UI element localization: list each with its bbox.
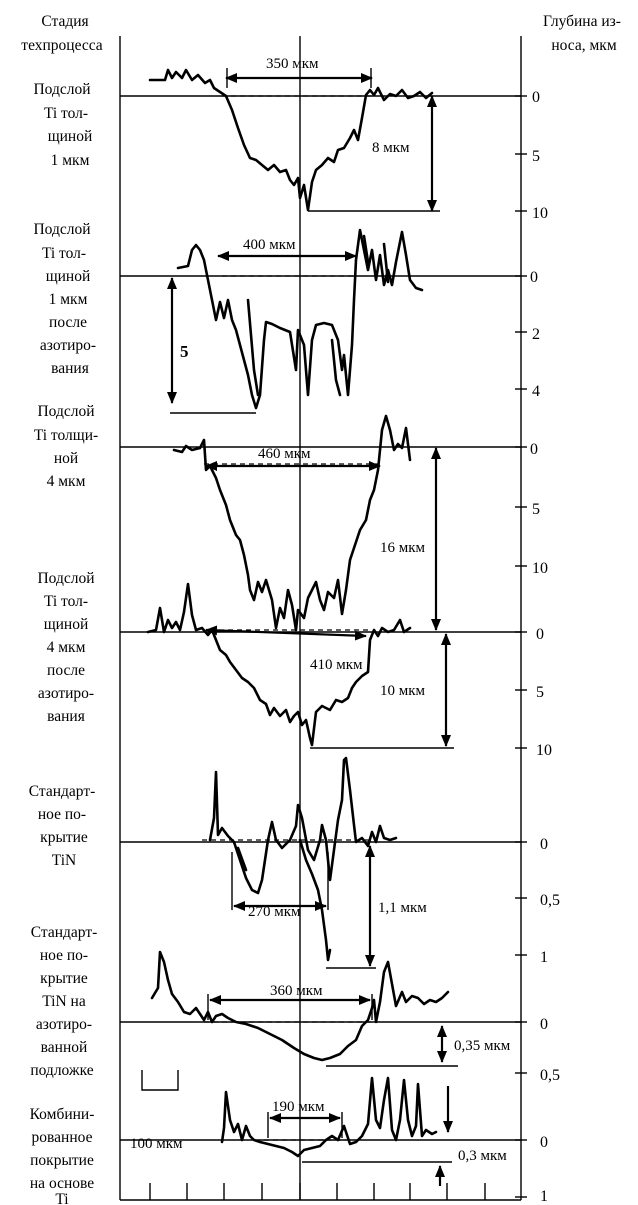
svg-text:крытие: крытие — [40, 970, 88, 987]
bottom-ticks — [149, 1183, 486, 1200]
stage-7-depth-label: 0,3 мкм — [458, 1148, 507, 1164]
stage-4-profile — [120, 582, 521, 749]
svg-text:на основе: на основе — [30, 1175, 94, 1192]
scale-bar — [141, 1070, 179, 1091]
svg-text:азотиро-: азотиро- — [40, 337, 96, 354]
svg-text:1 мкм: 1 мкм — [49, 291, 88, 308]
svg-text:4 мкм: 4 мкм — [47, 639, 86, 656]
svg-text:Ti тол-: Ti тол- — [42, 245, 86, 262]
stage-2-depth-label: 5 — [180, 342, 189, 361]
scale-bar-label: 100 мкм — [130, 1136, 183, 1152]
depth-tick-label: 10 — [532, 560, 548, 577]
svg-text:ной: ной — [54, 450, 78, 467]
left-header-line1: Стадия — [41, 13, 88, 30]
stage-6-label: Стандарт- ное по- крытие TiN на азотиро-… — [30, 924, 97, 1079]
right-header-line1: Глубина из- — [543, 13, 621, 30]
stage-5-width-label: 270 мкм — [248, 904, 301, 920]
stage-1-profile — [120, 68, 521, 212]
svg-text:покрытие: покрытие — [30, 1152, 94, 1169]
stage-5-profile — [120, 756, 521, 969]
svg-text:Комбини-: Комбини- — [30, 1106, 95, 1123]
svg-text:TiN: TiN — [52, 852, 76, 869]
svg-text:крытие: крытие — [40, 829, 88, 846]
depth-tick-label: 5 — [532, 148, 540, 165]
depth-tick-label: 0 — [540, 836, 548, 853]
stage-1-label: Подслой Ti тол- щиной 1 мкм — [33, 81, 92, 169]
depth-tick-label: 0 — [536, 626, 544, 643]
depth-tick-label: 5 — [532, 501, 540, 518]
svg-text:TiN на: TiN на — [42, 993, 86, 1010]
stage-3-depth-label: 16 мкм — [380, 540, 426, 556]
svg-text:Подслой: Подслой — [33, 81, 90, 98]
svg-text:Ti тол-: Ti тол- — [44, 105, 88, 122]
stage-5-depth-label: 1,1 мкм — [378, 900, 427, 916]
depth-tick-label: 5 — [536, 684, 544, 701]
stage-5-label: Стандарт- ное по- крытие TiN — [29, 783, 96, 869]
svg-text:Стандарт-: Стандарт- — [29, 783, 96, 800]
depth-tick-label: 0,5 — [540, 892, 560, 909]
svg-text:ное по-: ное по- — [38, 806, 86, 823]
depth-tick-label: 2 — [532, 326, 540, 343]
stage-1-width-label: 350 мкм — [266, 56, 319, 72]
svg-text:Подслой: Подслой — [33, 221, 90, 238]
stage-3-width-label: 460 мкм — [258, 446, 311, 462]
svg-text:вания: вания — [47, 708, 85, 725]
svg-text:4 мкм: 4 мкм — [47, 473, 86, 490]
stage-4-depth-label: 10 мкм — [380, 683, 426, 699]
depth-tick-label: 0 — [540, 1134, 548, 1151]
svg-text:щиной: щиной — [44, 616, 89, 633]
svg-text:вания: вания — [51, 360, 89, 377]
svg-text:1 мкм: 1 мкм — [51, 152, 90, 169]
svg-text:Ti толщи-: Ti толщи- — [34, 427, 98, 444]
stage-2-profile — [120, 228, 521, 414]
depth-tick-label: 1 — [540, 1188, 548, 1205]
stage-3-label: Подслой Ti толщи- ной 4 мкм — [34, 403, 98, 490]
depth-tick-label: 10 — [532, 205, 548, 222]
svg-text:после: после — [47, 662, 85, 679]
stage-2-label: Подслой Ti тол- щиной 1 мкм после азотир… — [33, 221, 96, 377]
svg-text:рованное: рованное — [32, 1129, 93, 1146]
svg-text:после: после — [49, 314, 87, 331]
svg-text:Ti тол-: Ti тол- — [44, 593, 88, 610]
stage-6-depth-label: 0,35 мкм — [454, 1038, 511, 1054]
stage-3-profile — [120, 414, 521, 632]
svg-text:подложке: подложке — [30, 1062, 93, 1079]
stage-7-width-label: 190 мкм — [272, 1099, 325, 1115]
depth-tick-label: 0 — [540, 1016, 548, 1033]
svg-text:азотиро-: азотиро- — [38, 685, 94, 702]
depth-tick-label: 0 — [530, 269, 538, 286]
svg-text:щиной: щиной — [46, 268, 91, 285]
right-header-line2: носа, мкм — [551, 37, 616, 54]
stage-2-width-label: 400 мкм — [243, 237, 296, 253]
svg-text:Ti: Ti — [55, 1191, 69, 1205]
svg-text:ванной: ванной — [41, 1039, 88, 1056]
depth-tick-label: 1 — [540, 949, 548, 966]
depth-tick-label: 0 — [530, 441, 538, 458]
stage-6-width-label: 360 мкм — [270, 983, 323, 999]
svg-text:азотиро-: азотиро- — [36, 1016, 92, 1033]
stage-1-depth-label: 8 мкм — [372, 140, 410, 156]
svg-text:ное по-: ное по- — [40, 947, 88, 964]
depth-tick-label: 0 — [532, 89, 540, 106]
depth-tick-label: 4 — [532, 383, 540, 400]
svg-text:Подслой: Подслой — [37, 403, 94, 420]
depth-tick-label: 10 — [536, 742, 552, 759]
stage-4-label: Подслой Ti тол- щиной 4 мкм после азотир… — [37, 570, 94, 725]
stage-6-profile — [120, 950, 521, 1067]
svg-text:Подслой: Подслой — [37, 570, 94, 587]
stage-4-width-label: 410 мкм — [310, 657, 363, 673]
svg-text:Стандарт-: Стандарт- — [31, 924, 98, 941]
depth-tick-label: 0,5 — [540, 1067, 560, 1084]
stage-7-label: Комбини- рованное покрытие на основе Ti — [30, 1106, 95, 1205]
svg-text:щиной: щиной — [48, 128, 93, 145]
left-header-line2: техпроцесса — [21, 37, 103, 54]
stage-7-profile — [120, 1076, 521, 1186]
